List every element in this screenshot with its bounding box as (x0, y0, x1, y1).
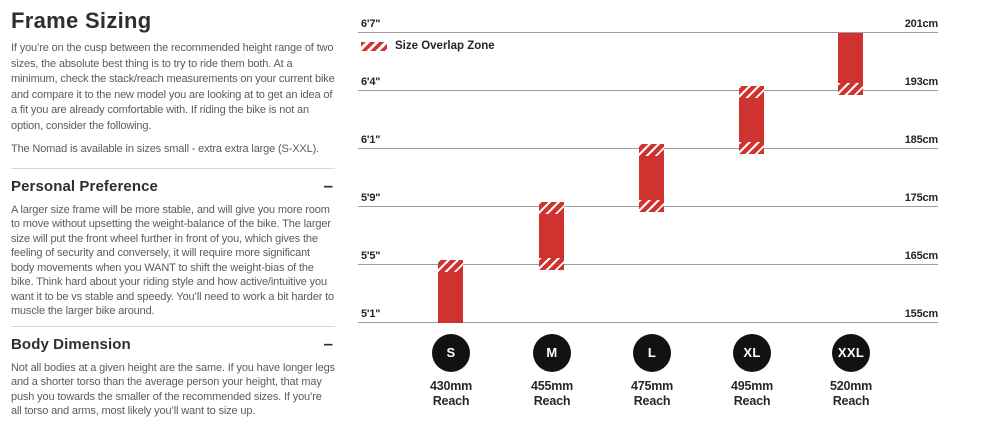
reach-word: Reach (533, 394, 571, 408)
reach-label: 430mm Reach (416, 379, 486, 409)
size-chart: 6'7" 201cm 6'4" 193cm 6'1" 185cm 5'9" 17… (358, 0, 938, 430)
height-label-metric: 201cm (904, 18, 938, 30)
size-letter: M (546, 345, 558, 360)
page-title: Frame Sizing (11, 8, 152, 33)
section-body: A larger size frame will be more stable,… (11, 203, 335, 318)
reach-value: 520mm (829, 379, 873, 393)
section-body: Not all bodies at a given height are the… (11, 361, 335, 418)
size-marker-xl: XL 495mm Reach (717, 334, 787, 409)
accordion-body-dimension: Body Dimension – Not all bodies at a giv… (11, 325, 335, 426)
reach-value: 455mm (530, 379, 574, 393)
reach-word: Reach (633, 394, 671, 408)
gridline-row: 5'5" 165cm (358, 249, 938, 265)
reach-word: Reach (733, 394, 771, 408)
height-label-imperial: 5'1" (361, 308, 381, 320)
size-letter: S (446, 345, 456, 360)
reach-label: 455mm Reach (517, 379, 587, 409)
size-badge-xxl: XXL (832, 334, 870, 372)
size-badge-l: L (633, 334, 671, 372)
section-heading: Body Dimension (11, 335, 131, 353)
height-label-metric: 155cm (904, 308, 938, 320)
size-range-bar-l (639, 144, 664, 212)
accordion-header-personal-preference[interactable]: Personal Preference – (11, 176, 335, 195)
reach-label: 475mm Reach (617, 379, 687, 409)
legend-label: Size Overlap Zone (395, 40, 495, 52)
intro-paragraph: If you’re on the cusp between the recomm… (11, 42, 335, 132)
height-label-metric: 165cm (904, 250, 938, 262)
reach-word: Reach (832, 394, 870, 408)
height-label-metric: 185cm (904, 134, 938, 146)
size-badge-xl: XL (733, 334, 771, 372)
size-marker-m: M 455mm Reach (517, 334, 587, 409)
reach-label: 495mm Reach (717, 379, 787, 409)
height-label-imperial: 6'1" (361, 134, 381, 146)
height-label-metric: 193cm (904, 76, 938, 88)
size-badge-s: S (432, 334, 470, 372)
size-range-bar-xxl (838, 33, 863, 95)
text-column: Frame Sizing If you’re on the cusp betwe… (11, 0, 335, 430)
size-marker-s: S 430mm Reach (416, 334, 486, 409)
reach-value: 430mm (429, 379, 473, 393)
size-letter: XL (743, 345, 761, 360)
size-marker-xxl: XXL 520mm Reach (816, 334, 886, 409)
height-label-imperial: 6'4" (361, 76, 381, 88)
height-label-imperial: 5'5" (361, 250, 381, 262)
size-letter: XXL (837, 345, 865, 360)
overlap-hatch-swatch-icon (361, 41, 387, 51)
section-heading: Personal Preference (11, 177, 158, 195)
height-label-imperial: 5'9" (361, 192, 381, 204)
size-letter: L (647, 345, 657, 360)
height-label-metric: 175cm (904, 192, 938, 204)
reach-value: 495mm (730, 379, 774, 393)
reach-word: Reach (432, 394, 470, 408)
gridline-row: 5'1" 155cm (358, 307, 938, 323)
size-range-bar-s (438, 260, 463, 323)
collapse-minus-icon[interactable]: – (323, 334, 333, 353)
size-badge-m: M (533, 334, 571, 372)
gridline-row: 6'7" 201cm (358, 17, 938, 33)
reach-value: 475mm (630, 379, 674, 393)
accordion-personal-preference: Personal Preference – A larger size fram… (11, 167, 335, 326)
collapse-minus-icon[interactable]: – (323, 176, 333, 195)
reach-label: 520mm Reach (816, 379, 886, 409)
availability-note: The Nomad is available in sizes small - … (11, 143, 319, 155)
height-label-imperial: 6'7" (361, 18, 381, 30)
size-range-bar-m (539, 202, 564, 270)
size-range-bar-xl (739, 86, 764, 154)
size-marker-l: L 475mm Reach (617, 334, 687, 409)
size-overlap-legend: Size Overlap Zone (361, 40, 495, 52)
gridline-row: 6'4" 193cm (358, 75, 938, 91)
accordion-header-body-dimension[interactable]: Body Dimension – (11, 334, 335, 353)
